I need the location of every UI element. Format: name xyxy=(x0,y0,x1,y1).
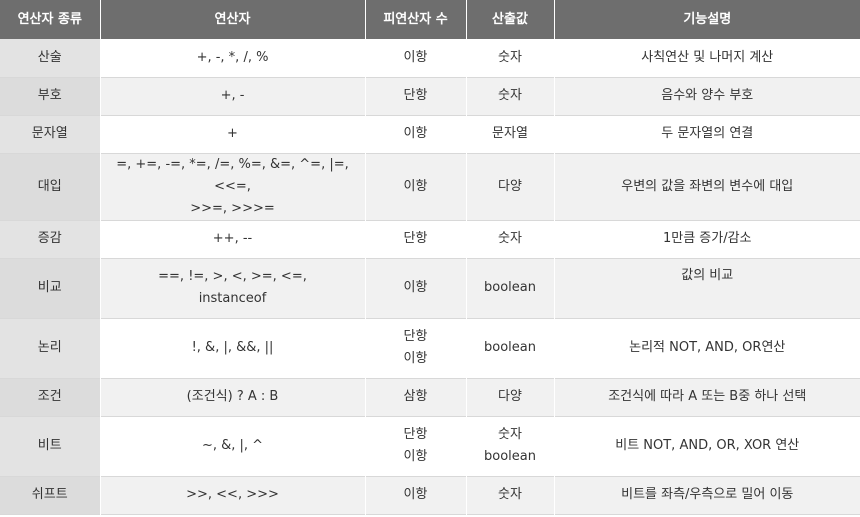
cell-result: 숫자 xyxy=(466,476,555,514)
cell-operators: ~, &, |, ^ xyxy=(100,416,366,476)
cell-description: 우변의 값을 좌변의 변수에 대입 xyxy=(554,153,860,220)
cell-operand-count: 단항 이항 xyxy=(365,318,467,378)
cell-result: 숫자 xyxy=(466,77,555,115)
cell-kind: 문자열 xyxy=(0,115,101,153)
cell-operators: +, - xyxy=(100,77,366,115)
table-body: 산술 +, -, *, /, % 이항 숫자 사칙연산 및 나머지 계산 부호 … xyxy=(0,39,860,514)
cell-result: 숫자 xyxy=(466,220,555,258)
cell-operand-count: 단항 xyxy=(365,220,467,258)
cell-result: 문자열 xyxy=(466,115,555,153)
cell-operators: (조건식) ? A : B xyxy=(100,378,366,416)
table-row: 대입 =, +=, -=, *=, /=, %=, &=, ^=, |=, <<… xyxy=(0,153,860,220)
cell-description: 사칙연산 및 나머지 계산 xyxy=(554,39,860,77)
cell-kind: 비트 xyxy=(0,416,101,476)
header-row: 연산자 종류 연산자 피연산자 수 산출값 기능설명 xyxy=(0,0,860,39)
cell-operators: +, -, *, /, % xyxy=(100,39,366,77)
cell-operators: =, +=, -=, *=, /=, %=, &=, ^=, |=, <<=, … xyxy=(100,153,366,220)
cell-operand-count: 단항 이항 xyxy=(365,416,467,476)
table-row: 비교 ==, !=, >, <, >=, <=, instanceof 이항 b… xyxy=(0,258,860,318)
cell-result: 다양 xyxy=(466,378,555,416)
cell-operators: !, &, |, &&, || xyxy=(100,318,366,378)
cell-kind: 논리 xyxy=(0,318,101,378)
cell-kind: 조건 xyxy=(0,378,101,416)
cell-description: 조건식에 따라 A 또는 B중 하나 선택 xyxy=(554,378,860,416)
cell-operators: ==, !=, >, <, >=, <=, instanceof xyxy=(100,258,366,318)
table-row: 증감 ++, -- 단항 숫자 1만큼 증가/감소 xyxy=(0,220,860,258)
header-operators: 연산자 xyxy=(100,0,366,39)
cell-description: 1만큼 증가/감소 xyxy=(554,220,860,258)
header-result: 산출값 xyxy=(466,0,555,39)
cell-result: 다양 xyxy=(466,153,555,220)
cell-kind: 부호 xyxy=(0,77,101,115)
cell-operators: >>, <<, >>> xyxy=(100,476,366,514)
table-row: 비트 ~, &, |, ^ 단항 이항 숫자 boolean 비트 NOT, A… xyxy=(0,416,860,476)
cell-result: 숫자 xyxy=(466,39,555,77)
cell-operators: + xyxy=(100,115,366,153)
cell-operators: ++, -- xyxy=(100,220,366,258)
cell-description: 값의 비교 xyxy=(554,258,860,318)
table-row: 조건 (조건식) ? A : B 삼항 다양 조건식에 따라 A 또는 B중 하… xyxy=(0,378,860,416)
table-row: 산술 +, -, *, /, % 이항 숫자 사칙연산 및 나머지 계산 xyxy=(0,39,860,77)
cell-kind: 대입 xyxy=(0,153,101,220)
cell-kind: 비교 xyxy=(0,258,101,318)
cell-description: 논리적 NOT, AND, OR연산 xyxy=(554,318,860,378)
cell-operand-count: 이항 xyxy=(365,258,467,318)
cell-description: 비트를 좌측/우측으로 밀어 이동 xyxy=(554,476,860,514)
cell-kind: 쉬프트 xyxy=(0,476,101,514)
table-header: 연산자 종류 연산자 피연산자 수 산출값 기능설명 xyxy=(0,0,860,39)
header-description: 기능설명 xyxy=(554,0,860,39)
cell-description: 비트 NOT, AND, OR, XOR 연산 xyxy=(554,416,860,476)
cell-operand-count: 이항 xyxy=(365,476,467,514)
table-row: 문자열 + 이항 문자열 두 문자열의 연결 xyxy=(0,115,860,153)
cell-result: boolean xyxy=(466,318,555,378)
cell-result: 숫자 boolean xyxy=(466,416,555,476)
cell-kind: 산술 xyxy=(0,39,101,77)
table-row: 논리 !, &, |, &&, || 단항 이항 boolean 논리적 NOT… xyxy=(0,318,860,378)
cell-operand-count: 이항 xyxy=(365,39,467,77)
table-row: 쉬프트 >>, <<, >>> 이항 숫자 비트를 좌측/우측으로 밀어 이동 xyxy=(0,476,860,514)
table-row: 부호 +, - 단항 숫자 음수와 양수 부호 xyxy=(0,77,860,115)
cell-operand-count: 삼항 xyxy=(365,378,467,416)
cell-kind: 증감 xyxy=(0,220,101,258)
cell-description: 음수와 양수 부호 xyxy=(554,77,860,115)
cell-operand-count: 단항 xyxy=(365,77,467,115)
cell-description: 두 문자열의 연결 xyxy=(554,115,860,153)
header-kind: 연산자 종류 xyxy=(0,0,101,39)
cell-operand-count: 이항 xyxy=(365,153,467,220)
header-operand-count: 피연산자 수 xyxy=(365,0,467,39)
cell-result: boolean xyxy=(466,258,555,318)
cell-operand-count: 이항 xyxy=(365,115,467,153)
